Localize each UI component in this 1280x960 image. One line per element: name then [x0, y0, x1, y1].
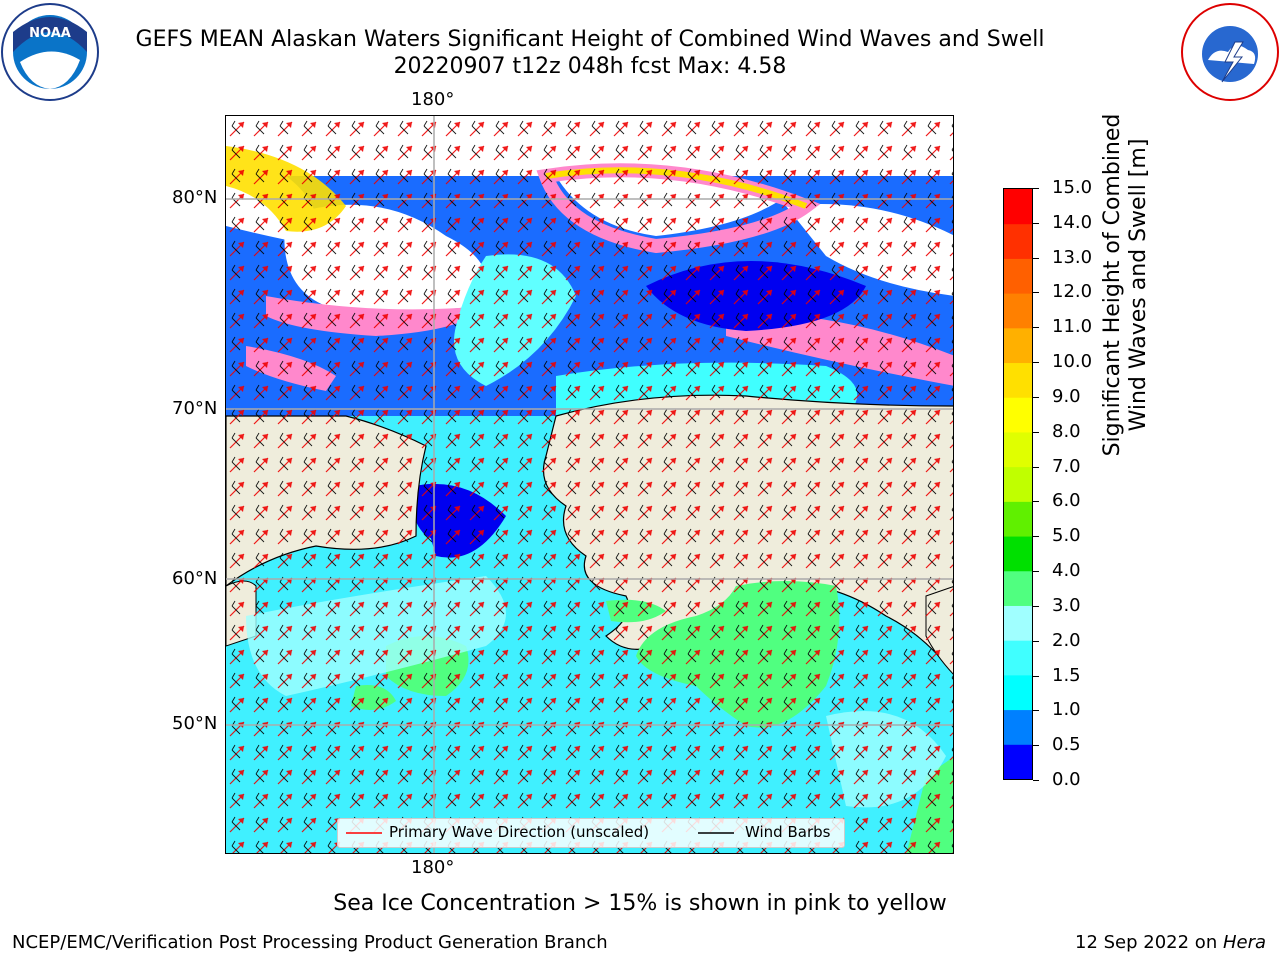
colorbar-tick-label: 0.0: [1052, 769, 1081, 790]
colorbar-tick-mark: [1033, 675, 1039, 677]
legend-primary-wave: Primary Wave Direction (unscaled): [389, 823, 650, 841]
colorbar-tick-mark: [1033, 431, 1039, 433]
lat-label-50: 50°N: [172, 713, 218, 734]
colorbar-tick-mark: [1033, 571, 1039, 573]
colorbar-segment: [1004, 223, 1032, 259]
colorbar-tick-mark: [1033, 396, 1039, 398]
colorbar-segment: [1004, 674, 1032, 711]
colorbar-tick-label: 8.0: [1052, 420, 1081, 442]
host-name: Hera: [1222, 932, 1266, 953]
colorbar-segment: [1004, 640, 1032, 676]
colorbar-tick-label: 1.5: [1052, 664, 1081, 686]
colorbar-tick-label: 10.0: [1052, 351, 1093, 373]
colorbar-segment: [1004, 362, 1032, 398]
colorbar-segment: [1004, 397, 1032, 433]
colorbar-tick-label: 4.0: [1052, 560, 1081, 582]
colorbar-tick-mark: [1033, 710, 1039, 712]
lat-label-60: 60°N: [172, 568, 218, 589]
colorbar-segment: [1004, 293, 1032, 329]
colorbar-tick-mark: [1033, 466, 1039, 468]
colorbar-tick-label: 13.0: [1052, 246, 1093, 268]
legend-wind-barbs: Wind Barbs: [745, 823, 831, 841]
colorbar-segment: [1004, 258, 1032, 294]
colorbar-segment: [1004, 570, 1032, 606]
wave-height-map: [225, 115, 954, 854]
chart-subtitle: 20220907 t12z 048h fcst Max: 4.58: [393, 54, 787, 79]
colorbar-segment: [1004, 605, 1032, 641]
lat-label-80: 80°N: [172, 187, 218, 208]
map-legend: Primary Wave Direction (unscaled) Wind B…: [337, 818, 845, 848]
date-prefix: 12 Sep 2022 on: [1075, 932, 1223, 953]
colorbar-tick-mark: [1033, 222, 1039, 224]
colorbar-tick-label: 3.0: [1052, 594, 1081, 616]
colorbar-tick-label: 0.5: [1052, 734, 1081, 756]
colorbar-segment: [1004, 431, 1032, 468]
sea-ice-note: Sea Ice Concentration > 15% is shown in …: [333, 891, 947, 916]
colorbar-tick-mark: [1033, 780, 1039, 781]
colorbar-tick-mark: [1033, 745, 1039, 747]
colorbar-tick-label: 7.0: [1052, 455, 1081, 477]
colorbar-tick-mark: [1033, 188, 1039, 189]
lon-label-top: 180°: [411, 89, 455, 110]
colorbar-tick-label: 1.0: [1052, 699, 1081, 721]
colorbar-segment: [1004, 536, 1032, 572]
colorbar-segment: [1004, 501, 1032, 537]
lat-label-70: 70°N: [172, 398, 218, 419]
colorbar-segment: [1004, 466, 1032, 502]
colorbar-tick-label: 6.0: [1052, 490, 1081, 512]
nws-logo: [1181, 3, 1279, 101]
colorbar-tick-mark: [1033, 292, 1039, 294]
colorbar-tick-label: 11.0: [1052, 316, 1093, 338]
colorbar-segment: [1004, 327, 1032, 364]
wave-direction-arrows: [226, 116, 953, 853]
colorbar-tick-mark: [1033, 605, 1039, 607]
colorbar-tick-mark: [1033, 640, 1039, 642]
noaa-logo-text: NOAA: [29, 26, 71, 41]
colorbar-tick-mark: [1033, 327, 1039, 329]
map-canvas: [226, 116, 953, 853]
noaa-logo: NOAA: [1, 3, 99, 101]
colorbar-tick-mark: [1033, 536, 1039, 538]
colorbar-tick-label: 12.0: [1052, 281, 1093, 303]
chart-title: GEFS MEAN Alaskan Waters Significant Hei…: [135, 27, 1045, 52]
colorbar-segment: [1004, 744, 1032, 779]
colorbar-tick-mark: [1033, 257, 1039, 259]
date-text: 12 Sep 2022 on Hera: [1075, 932, 1266, 953]
lon-label-bottom: 180°: [411, 857, 455, 878]
colorbar-tick-mark: [1033, 362, 1039, 364]
colorbar-tick-label: 15.0: [1052, 177, 1093, 198]
colorbar-tick-label: 2.0: [1052, 629, 1081, 651]
colorbar-tick-mark: [1033, 501, 1039, 503]
colorbar-label: Significant Height of Combined Wind Wave…: [1100, 113, 1151, 457]
colorbar: [1003, 188, 1033, 780]
colorbar-tick-label: 5.0: [1052, 525, 1081, 547]
credit-text: NCEP/EMC/Verification Post Processing Pr…: [12, 932, 608, 953]
colorbar-tick-label: 9.0: [1052, 385, 1081, 407]
colorbar-segment: [1004, 709, 1032, 745]
colorbar-segment: [1004, 189, 1032, 225]
colorbar-tick-label: 14.0: [1052, 211, 1093, 233]
